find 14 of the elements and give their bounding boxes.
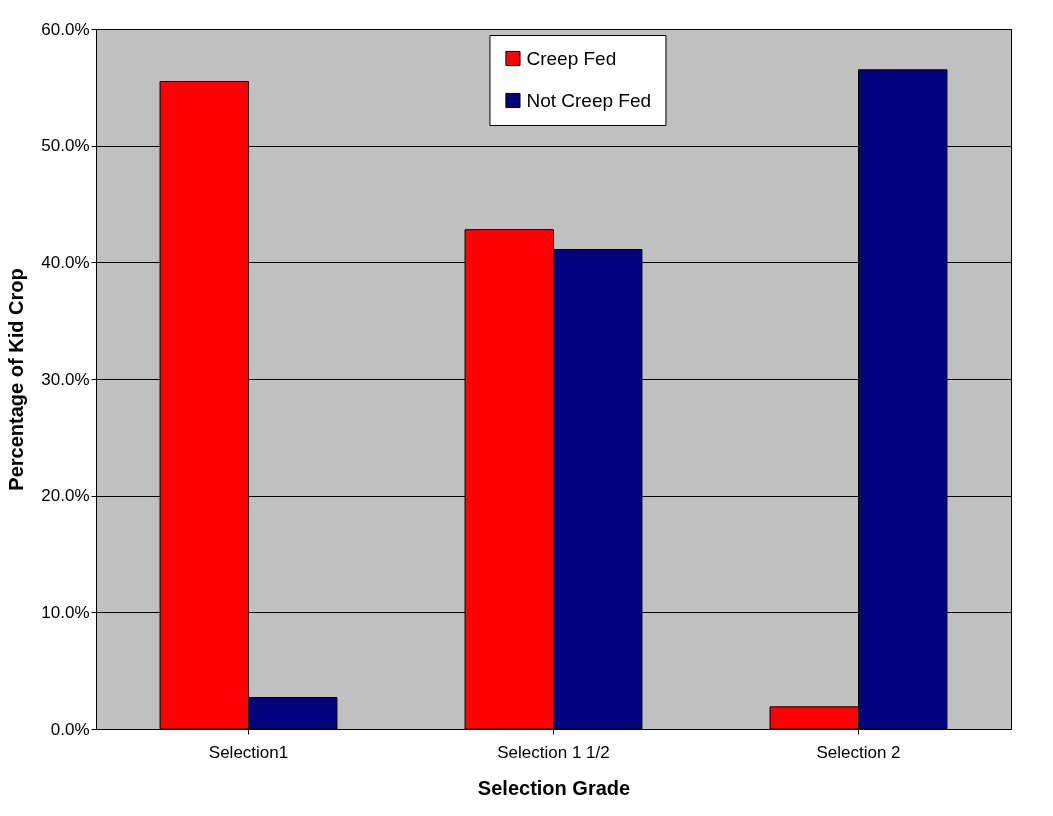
x-tick-label: Selection 2 xyxy=(816,742,901,762)
x-axis-title: Selection Grade xyxy=(477,776,631,799)
y-tick-label: 30.0% xyxy=(41,369,90,389)
y-tick-label: 40.0% xyxy=(41,252,90,272)
legend-label: Creep Fed xyxy=(526,47,617,69)
x-tick-label: Selection 1 1/2 xyxy=(497,742,610,762)
x-tick-label: Selection1 xyxy=(208,742,289,762)
legend-label: Not Creep Fed xyxy=(526,89,652,111)
y-axis-title: Percentage of Kid Crop xyxy=(5,268,28,491)
y-tick-label: 50.0% xyxy=(41,136,90,156)
y-tick-label: 10.0% xyxy=(41,602,90,622)
y-tick-label: 20.0% xyxy=(41,486,90,506)
y-tick-label: 60.0% xyxy=(41,19,90,39)
y-tick-label: 0.0% xyxy=(50,719,90,739)
